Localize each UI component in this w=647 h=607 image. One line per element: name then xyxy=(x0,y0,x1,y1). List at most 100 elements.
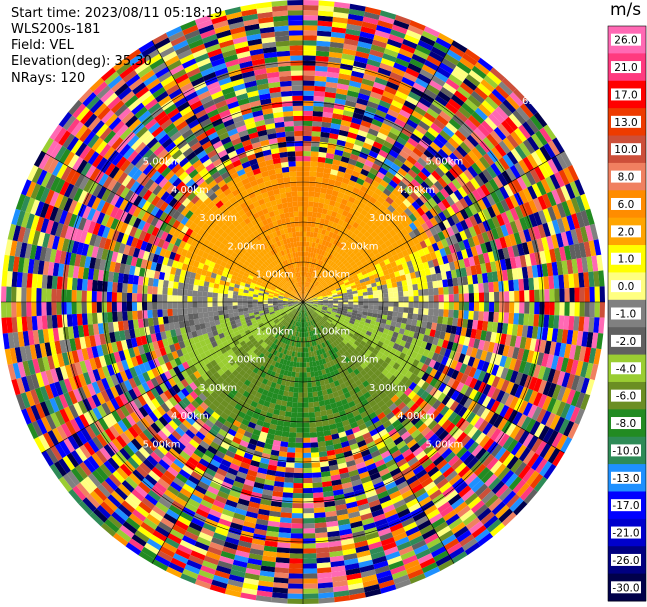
velocity-gate xyxy=(378,127,390,137)
velocity-gate xyxy=(325,193,332,200)
velocity-gate xyxy=(353,277,360,283)
velocity-gate xyxy=(470,246,478,257)
velocity-gate xyxy=(411,277,418,285)
velocity-gate xyxy=(446,226,455,237)
velocity-gate xyxy=(318,146,328,153)
velocity-gate xyxy=(424,59,439,71)
velocity-gate xyxy=(486,218,496,230)
velocity-gate xyxy=(333,264,339,270)
velocity-gate xyxy=(402,285,409,292)
velocity-gate xyxy=(499,302,505,313)
velocity-gate xyxy=(398,150,410,160)
velocity-gate xyxy=(398,269,406,276)
velocity-gate xyxy=(465,180,477,193)
velocity-gate xyxy=(366,200,374,209)
velocity-gate xyxy=(474,86,489,100)
velocity-gate xyxy=(283,487,294,493)
velocity-gate xyxy=(482,168,493,182)
velocity-gate xyxy=(543,276,550,290)
velocity-gate xyxy=(412,219,422,228)
velocity-gate xyxy=(320,187,328,194)
velocity-gate xyxy=(486,133,499,147)
velocity-gate xyxy=(313,95,325,102)
velocity-gate xyxy=(303,176,310,182)
velocity-gate xyxy=(336,268,343,274)
velocity-gate xyxy=(523,278,530,291)
velocity-gate xyxy=(413,264,420,272)
velocity-gate xyxy=(352,290,358,295)
velocity-gate xyxy=(416,234,425,243)
velocity-gate xyxy=(347,266,354,272)
velocity-gate xyxy=(321,239,327,246)
velocity-gate xyxy=(377,183,386,193)
velocity-gate xyxy=(292,503,303,509)
velocity-gate xyxy=(313,287,318,292)
velocity-gate xyxy=(429,251,437,260)
velocity-gate xyxy=(506,151,519,165)
velocity-gate xyxy=(346,249,353,256)
velocity-gate xyxy=(333,303,339,306)
velocity-gate xyxy=(277,542,291,549)
velocity-gate xyxy=(539,127,553,143)
velocity-gate xyxy=(394,14,412,25)
velocity-gate xyxy=(317,207,323,214)
velocity-gate xyxy=(346,200,354,208)
velocity-gate xyxy=(431,75,446,87)
velocity-gate xyxy=(327,204,335,211)
velocity-gate xyxy=(330,195,338,202)
velocity-gate xyxy=(434,95,448,107)
velocity-gate xyxy=(549,288,555,302)
velocity-gate xyxy=(360,120,372,129)
velocity-gate xyxy=(303,573,318,579)
velocity-gate xyxy=(306,282,309,288)
velocity-gate xyxy=(462,238,471,250)
velocity-gate xyxy=(435,272,443,281)
velocity-gate xyxy=(378,293,384,298)
velocity-gate xyxy=(348,158,358,166)
velocity-gate xyxy=(310,442,319,448)
velocity-gate xyxy=(312,487,323,493)
velocity-gate xyxy=(331,222,338,229)
velocity-gate xyxy=(543,143,556,159)
velocity-gate xyxy=(448,309,454,318)
velocity-gate xyxy=(468,310,474,320)
velocity-gate xyxy=(352,112,364,121)
velocity-gate xyxy=(537,224,547,239)
velocity-gate xyxy=(477,82,492,97)
velocity-gate xyxy=(526,118,540,134)
velocity-gate xyxy=(580,210,590,227)
velocity-gate xyxy=(327,220,334,227)
velocity-gate xyxy=(315,264,320,270)
velocity-gate xyxy=(373,175,383,184)
velocity-gate xyxy=(397,85,411,96)
velocity-gate xyxy=(359,248,366,255)
velocity-gate xyxy=(574,302,580,317)
velocity-gate xyxy=(411,201,421,211)
velocity-gate xyxy=(356,238,364,246)
velocity-gate xyxy=(514,205,524,219)
velocity-gate xyxy=(385,43,401,53)
velocity-gate xyxy=(407,284,414,291)
velocity-gate xyxy=(304,292,307,298)
velocity-gate xyxy=(278,532,291,539)
velocity-gate xyxy=(488,311,494,322)
velocity-gate xyxy=(309,432,318,438)
velocity-gate xyxy=(511,268,519,280)
velocity-gate xyxy=(311,242,316,248)
velocity-gate xyxy=(326,188,333,195)
velocity-gate xyxy=(512,110,526,125)
velocity-gate xyxy=(331,270,337,276)
velocity-gate xyxy=(288,432,297,438)
velocity-gate xyxy=(312,298,318,301)
velocity-gate xyxy=(364,159,374,168)
velocity-gate xyxy=(313,300,319,302)
velocity-gate xyxy=(303,60,316,66)
velocity-gate xyxy=(315,60,329,67)
velocity-gate xyxy=(371,204,379,212)
velocity-gate xyxy=(417,263,425,271)
velocity-gate xyxy=(357,129,368,138)
velocity-gate xyxy=(359,278,366,284)
velocity-gate xyxy=(322,268,327,274)
velocity-gate xyxy=(571,258,579,274)
velocity-gate xyxy=(481,100,496,114)
